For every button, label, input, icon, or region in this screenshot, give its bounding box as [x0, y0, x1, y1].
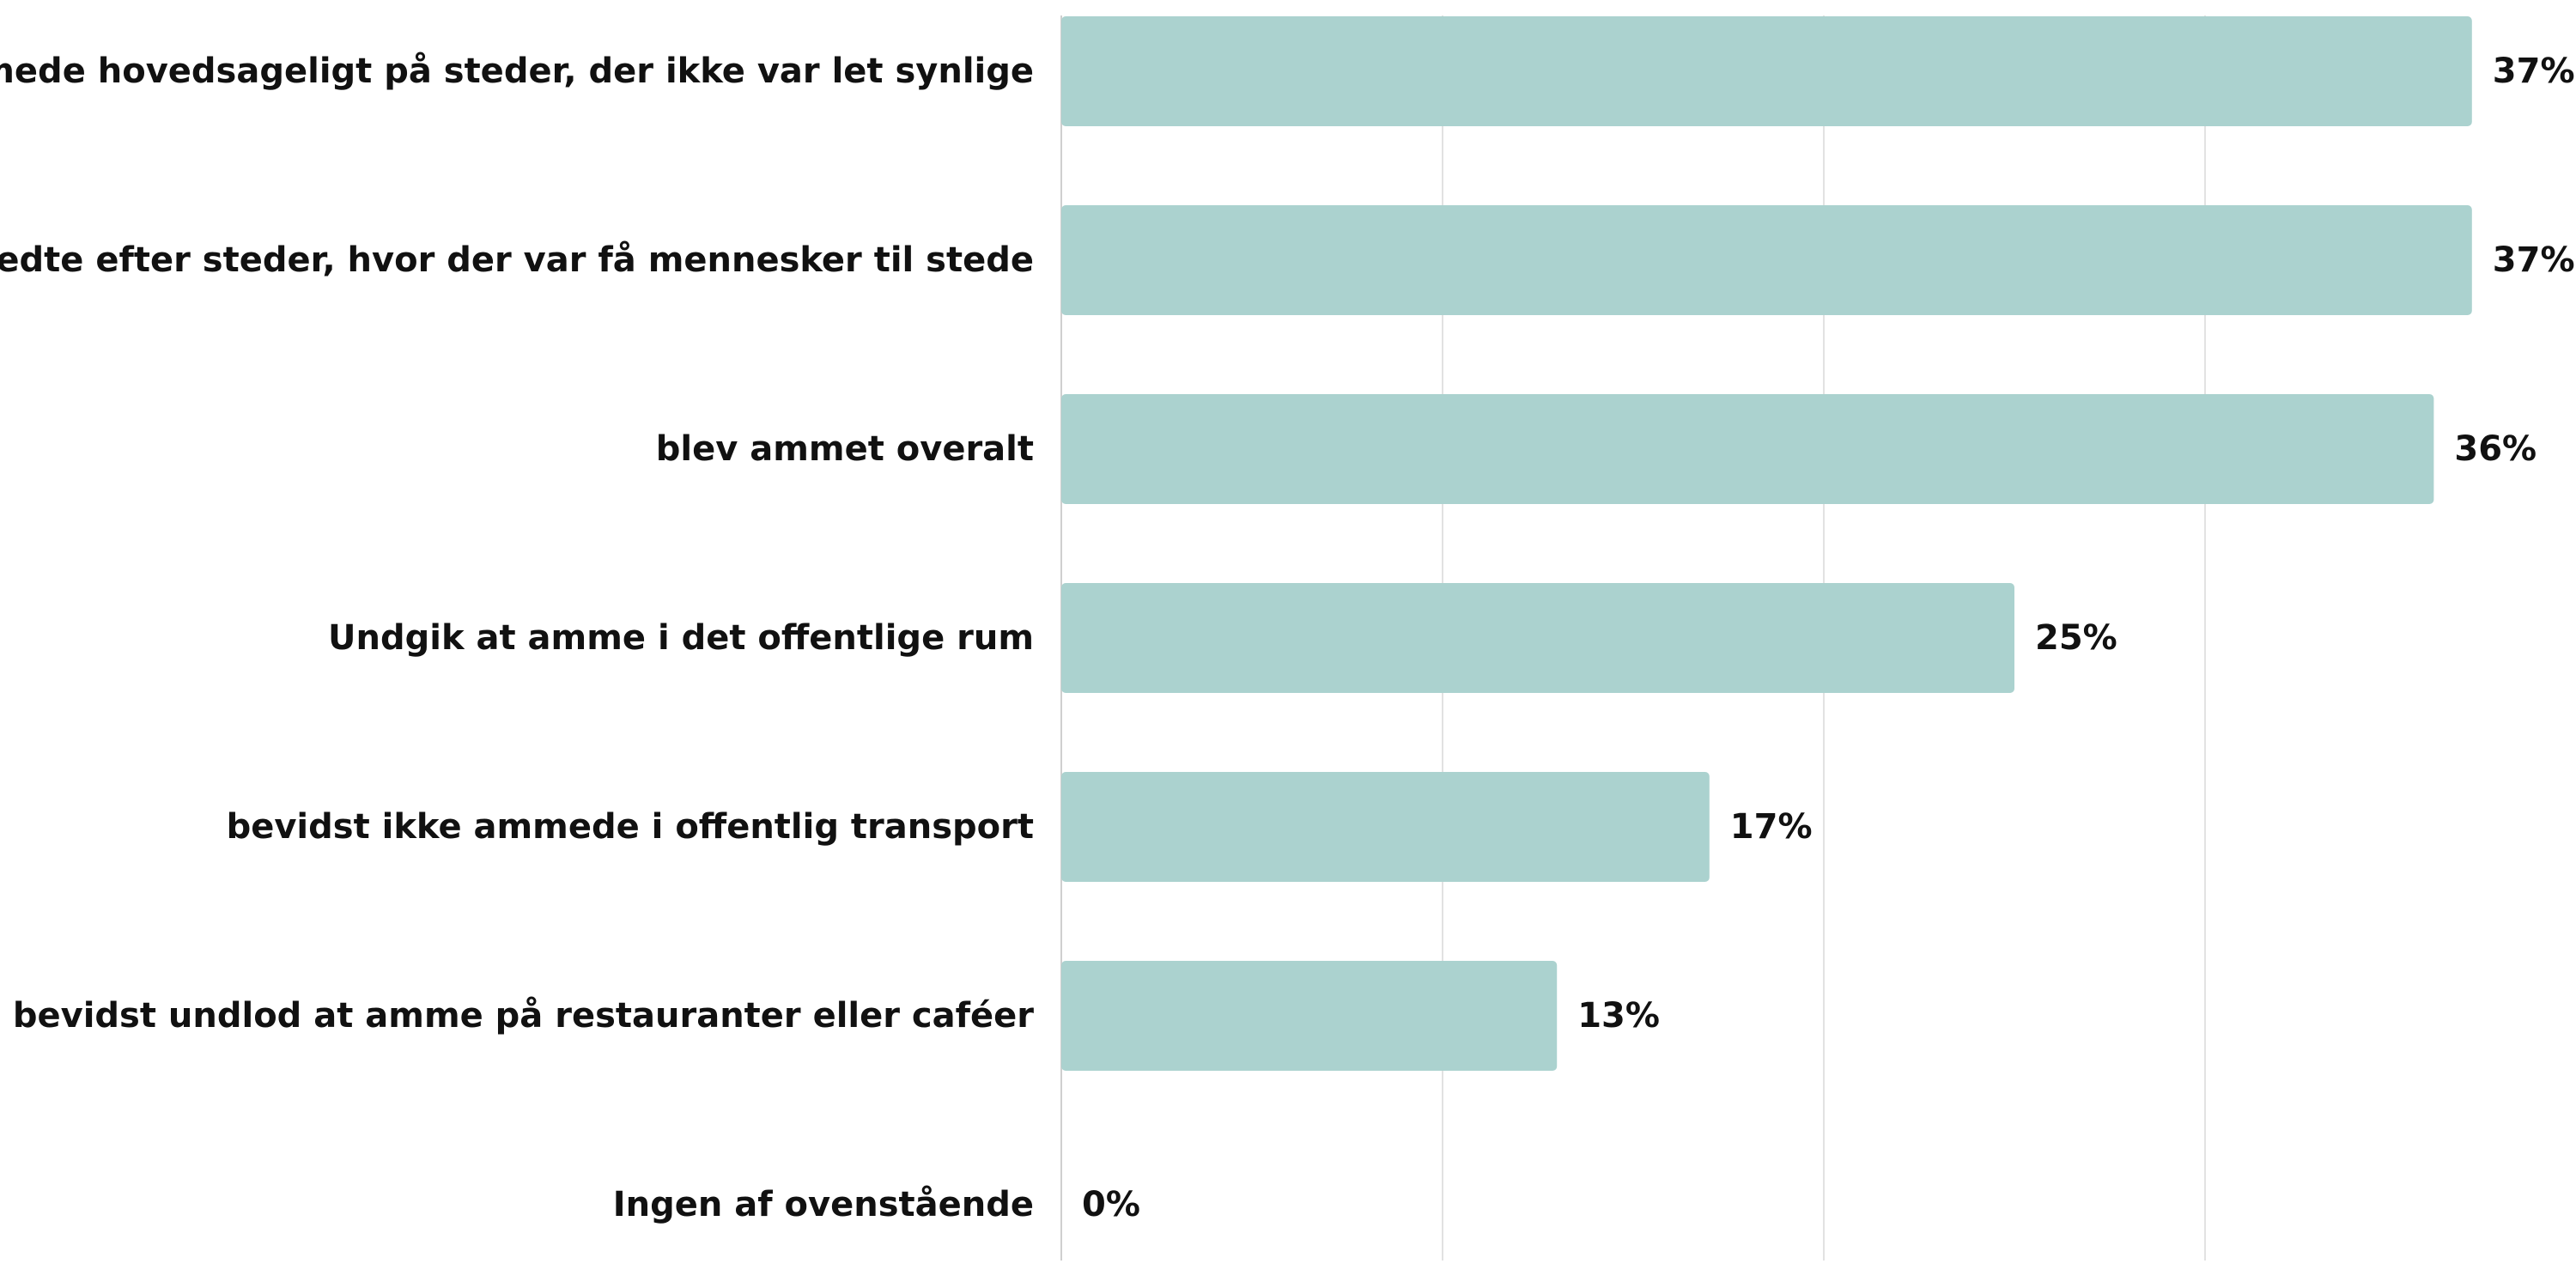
value-label-5: 13% [1577, 996, 1660, 1036]
bar-5 [1061, 961, 1558, 1071]
category-label-1: ledte efter steder, hvor der var få menn… [0, 240, 1034, 280]
category-label-5: bevidst undlod at amme på restauranter e… [13, 995, 1034, 1036]
value-label-4: 17% [1730, 807, 1813, 847]
bar-4 [1061, 772, 1710, 882]
bar-2 [1061, 394, 2434, 504]
value-label-6: 0% [1082, 1185, 1140, 1224]
bar-0 [1061, 16, 2472, 126]
category-label-4: bevidst ikke ammede i offentlig transpor… [227, 807, 1034, 847]
category-label-0: ammede hovedsageligt på steder, der ikke… [0, 51, 1034, 91]
category-label-6: Ingen af ovenstående [613, 1184, 1034, 1224]
bar-3 [1061, 583, 2014, 693]
value-label-0: 37% [2493, 52, 2575, 91]
value-label-3: 25% [2035, 618, 2117, 658]
category-labels: ammede hovedsageligt på steder, der ikke… [0, 51, 1034, 1224]
value-label-1: 37% [2493, 240, 2575, 280]
bar-1 [1061, 205, 2472, 315]
category-label-3: Undgik at amme i det offentlige rum [328, 618, 1034, 658]
value-label-2: 36% [2454, 429, 2537, 469]
bars [1061, 16, 2472, 1071]
value-labels: 37% 37% 36% 25% 17% 13% 0% [1082, 52, 2575, 1224]
category-label-2: blev ammet overalt [656, 429, 1034, 469]
